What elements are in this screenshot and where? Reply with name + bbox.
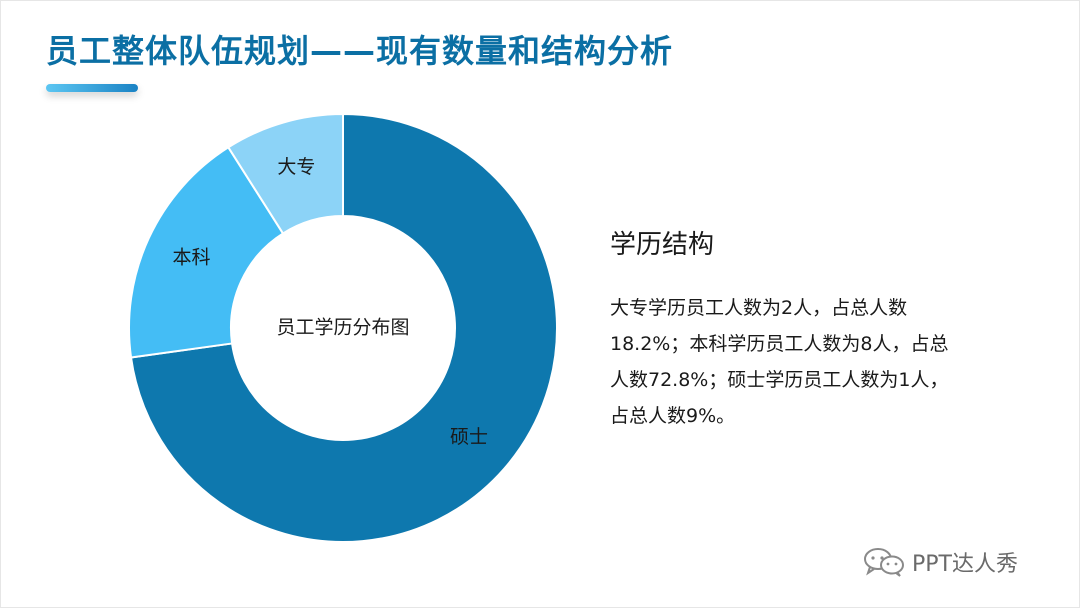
side-description: 大专学历员工人数为2人，占总人数18.2%；本科学历员工人数为8人，占总人数72… <box>610 297 949 427</box>
watermark: PPT达人秀 <box>862 546 1018 578</box>
wechat-icon <box>864 548 904 577</box>
donut-center-label: 员工学历分布图 <box>276 317 409 339</box>
side-heading: 学历结构 <box>610 230 715 260</box>
donut-slice-1 <box>128 145 285 359</box>
donut-slice-2 <box>226 112 344 235</box>
watermark-text: PPT达人秀 <box>912 552 1018 577</box>
slice-label-1: 本科 <box>172 246 210 268</box>
slice-labels: 硕士 本科 大专 <box>172 156 488 448</box>
title-underline <box>46 84 138 92</box>
donut-slice-0 <box>129 112 558 543</box>
slice-label-2: 大专 <box>277 156 315 178</box>
donut-slices <box>128 112 558 543</box>
slice-label-0: 硕士 <box>450 426 488 448</box>
page-title: 员工整体队伍规划——现有数量和结构分析 <box>46 32 674 70</box>
